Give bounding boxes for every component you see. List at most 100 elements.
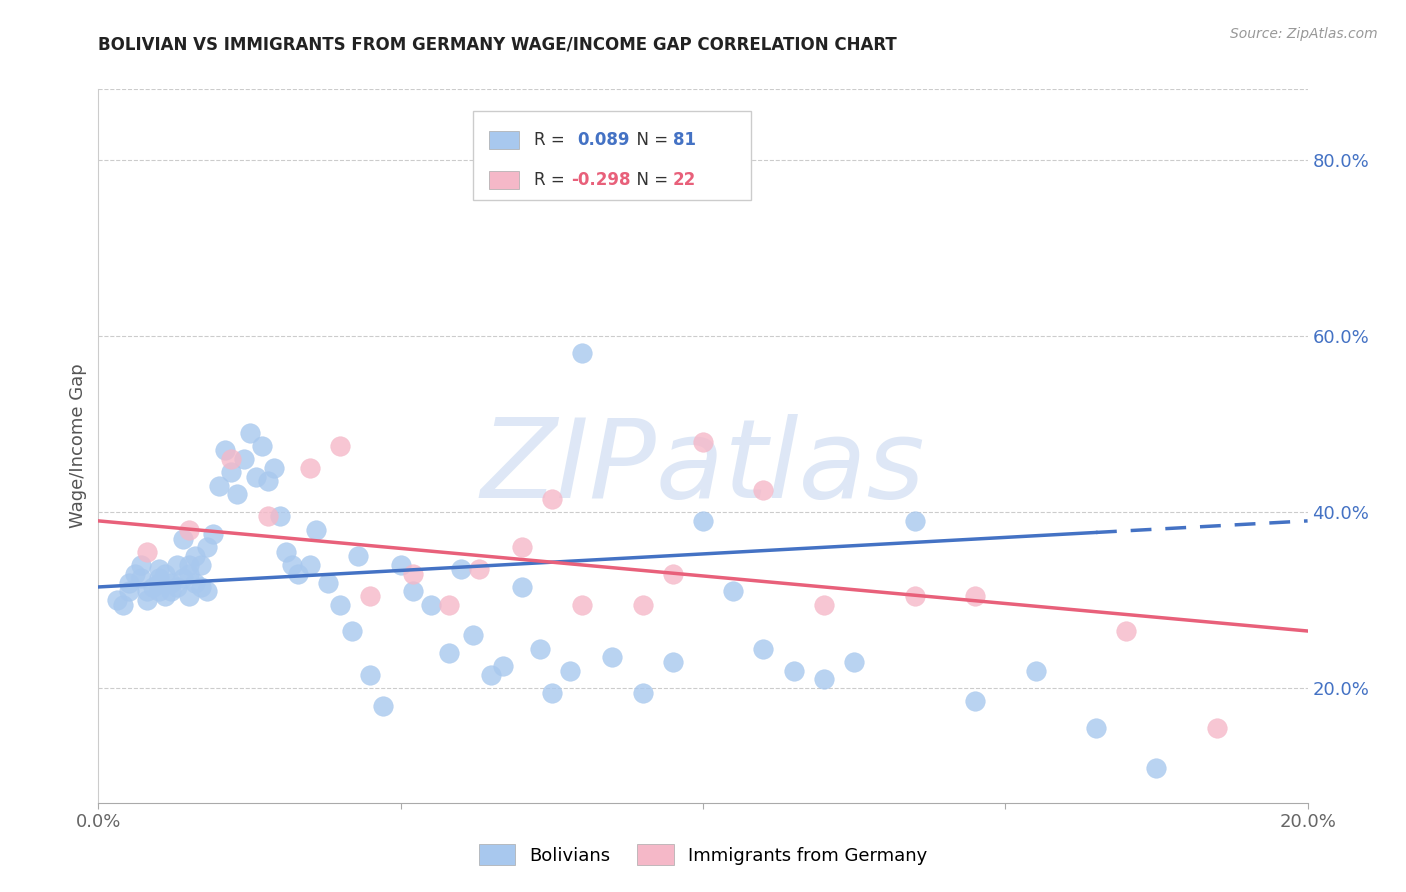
Point — [118, 575, 141, 590]
Text: Source: ZipAtlas.com: Source: ZipAtlas.com — [1230, 27, 1378, 41]
Point — [245, 470, 267, 484]
Point — [571, 598, 593, 612]
Point — [179, 589, 201, 603]
Point — [965, 694, 987, 708]
Point — [360, 668, 382, 682]
FancyBboxPatch shape — [489, 171, 519, 189]
Point — [179, 558, 201, 572]
Point — [239, 425, 262, 440]
Point — [287, 566, 309, 581]
Legend: Bolivians, Immigrants from Germany: Bolivians, Immigrants from Germany — [478, 845, 928, 865]
Point — [281, 558, 304, 572]
Point — [256, 509, 278, 524]
Point — [661, 655, 683, 669]
Point — [492, 659, 515, 673]
Point — [437, 598, 460, 612]
Point — [342, 624, 364, 638]
Point — [166, 580, 188, 594]
Point — [208, 478, 231, 492]
Point — [316, 575, 339, 590]
Point — [558, 664, 581, 678]
Point — [195, 584, 218, 599]
Point — [250, 439, 273, 453]
Point — [232, 452, 254, 467]
Point — [389, 558, 412, 572]
Point — [481, 668, 503, 682]
Point — [118, 584, 141, 599]
Point — [179, 523, 201, 537]
Point — [631, 686, 654, 700]
Point — [1024, 664, 1046, 678]
Point — [692, 434, 714, 449]
Text: R =: R = — [534, 171, 569, 189]
Point — [184, 549, 207, 563]
Point — [783, 664, 806, 678]
Point — [190, 580, 212, 594]
Point — [269, 509, 291, 524]
Point — [965, 589, 987, 603]
Point — [723, 584, 745, 599]
Point — [529, 641, 551, 656]
Point — [111, 598, 134, 612]
Point — [329, 598, 352, 612]
Point — [142, 580, 165, 594]
Point — [105, 593, 128, 607]
Point — [305, 523, 328, 537]
Text: BOLIVIAN VS IMMIGRANTS FROM GERMANY WAGE/INCOME GAP CORRELATION CHART: BOLIVIAN VS IMMIGRANTS FROM GERMANY WAGE… — [98, 36, 897, 54]
Text: -0.298: -0.298 — [571, 171, 631, 189]
Point — [402, 566, 425, 581]
Point — [148, 571, 170, 585]
Text: N =: N = — [626, 171, 673, 189]
Point — [752, 483, 775, 497]
Point — [160, 575, 183, 590]
Point — [402, 584, 425, 599]
Point — [420, 598, 443, 612]
Point — [450, 562, 472, 576]
Point — [813, 598, 835, 612]
Point — [172, 571, 194, 585]
Point — [571, 346, 593, 360]
Text: N =: N = — [626, 131, 673, 149]
Text: 22: 22 — [673, 171, 696, 189]
Point — [148, 562, 170, 576]
Point — [347, 549, 370, 563]
Point — [1144, 760, 1167, 774]
Point — [148, 575, 170, 590]
Point — [631, 598, 654, 612]
Point — [1085, 721, 1108, 735]
Point — [153, 589, 176, 603]
Point — [221, 466, 243, 480]
Point — [510, 541, 533, 555]
Point — [124, 566, 146, 581]
Point — [221, 452, 243, 467]
Point — [540, 686, 562, 700]
Point — [256, 475, 278, 489]
Point — [129, 558, 152, 572]
Point — [179, 566, 201, 581]
Point — [190, 558, 212, 572]
Point — [135, 584, 157, 599]
Point — [172, 532, 194, 546]
Point — [510, 580, 533, 594]
Point — [148, 584, 170, 599]
Point — [904, 514, 927, 528]
Point — [274, 545, 297, 559]
Point — [329, 439, 352, 453]
Point — [602, 650, 624, 665]
Point — [540, 491, 562, 506]
Point — [437, 646, 460, 660]
Point — [360, 589, 382, 603]
Point — [129, 571, 152, 585]
Point — [160, 584, 183, 599]
Point — [184, 575, 207, 590]
Point — [752, 641, 775, 656]
Point — [202, 527, 225, 541]
Point — [153, 566, 176, 581]
Text: 81: 81 — [673, 131, 696, 149]
Point — [371, 698, 394, 713]
Point — [463, 628, 485, 642]
Point — [299, 558, 322, 572]
Text: R =: R = — [534, 131, 575, 149]
Text: ZIPatlas: ZIPatlas — [481, 414, 925, 521]
Point — [1115, 624, 1137, 638]
